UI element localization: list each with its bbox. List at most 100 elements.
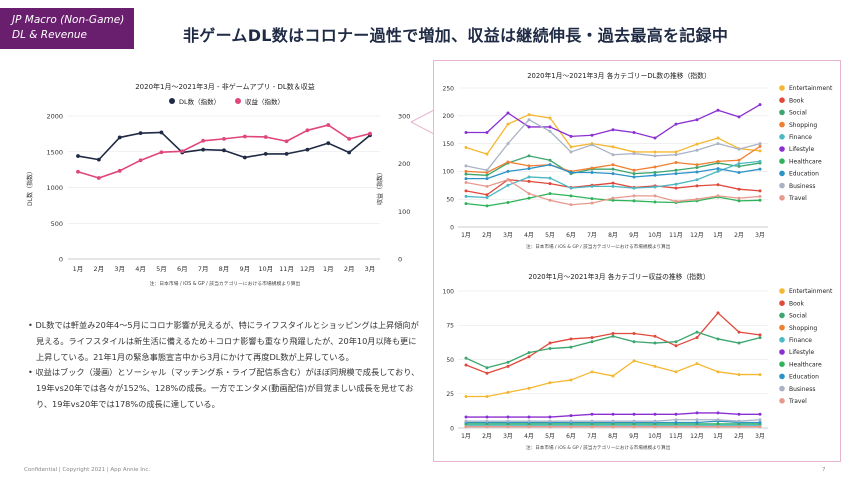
legend-marker-education <box>779 373 785 380</box>
data-point-social <box>674 168 678 172</box>
data-point-lifestyle <box>527 125 531 129</box>
data-point-education <box>695 170 699 174</box>
data-point <box>263 135 268 139</box>
y2-tick-label: 100 <box>398 208 410 216</box>
data-point-entertainment <box>611 374 615 378</box>
data-point-healthcare <box>611 198 615 202</box>
data-point-entertainment <box>569 145 573 149</box>
data-point-lifestyle <box>632 130 636 134</box>
data-point-shopping <box>506 160 510 164</box>
data-point-healthcare <box>590 197 594 201</box>
data-point-finance <box>527 175 531 179</box>
data-point-business <box>464 164 468 168</box>
chart-title: 2020年1月～2021年3月 各カテゴリー収益の推移（指数） <box>528 272 709 281</box>
data-point-lifestyle <box>527 415 531 419</box>
chart-title: 2020年1月～2021年3月 各カテゴリーDL数の推移（指数） <box>527 71 711 80</box>
data-point-education <box>737 171 741 175</box>
data-point-business <box>716 142 720 146</box>
data-point-education <box>695 421 699 425</box>
data-point-lifestyle <box>758 103 762 107</box>
data-point-social <box>527 351 531 355</box>
x-tick-label: 2月 <box>734 232 744 239</box>
data-point-entertainment <box>716 136 720 140</box>
data-point-lifestyle <box>548 415 552 419</box>
data-point-shopping <box>611 163 615 167</box>
data-point-book <box>506 364 510 368</box>
data-point-travel <box>485 184 489 188</box>
data-point-book <box>716 183 720 187</box>
footer: Confidential | Copyright 2021 | App Anni… <box>24 467 151 473</box>
data-point-entertainment <box>527 386 531 390</box>
data-point <box>242 134 247 139</box>
x-tick-label: 6月 <box>566 433 576 440</box>
legend-marker-shopping <box>779 121 785 128</box>
data-point-book <box>464 363 468 367</box>
data-point-social <box>674 340 678 344</box>
y-tick-label: 100 <box>443 288 455 295</box>
legend-marker-dl <box>169 98 175 104</box>
y-tick-label: 2000 <box>46 113 63 121</box>
category-revenue-chart: 2020年1月～2021年3月 各カテゴリー収益の推移（指数） 0 25 50 75 10… <box>443 272 833 451</box>
data-point-finance <box>632 186 636 190</box>
data-point-travel <box>695 197 699 201</box>
data-point-travel <box>674 199 678 203</box>
data-point-business <box>632 419 636 423</box>
data-point-shopping <box>758 144 762 148</box>
legend-label-healthcare: Healthcare <box>789 361 822 368</box>
data-point <box>263 151 268 156</box>
data-point-education <box>716 167 720 171</box>
x-tick-label: 3月 <box>503 433 513 440</box>
y2-tick-label: 200 <box>398 160 410 168</box>
chart-note: 注：日本市場 / iOS & GP / 該当カテゴリーにおける市場規模より算出 <box>526 444 671 451</box>
data-point-travel <box>527 192 531 196</box>
data-point-business <box>674 153 678 157</box>
data-point-social <box>695 166 699 170</box>
data-point-business <box>527 118 531 122</box>
data-point-business <box>758 142 762 146</box>
data-point <box>138 158 143 163</box>
data-point-travel <box>632 425 636 429</box>
x-tick-label: 2月 <box>344 265 355 273</box>
data-point-travel <box>548 425 552 429</box>
data-point-book <box>548 341 552 345</box>
legend-marker-business <box>779 385 785 392</box>
y-tick-label: 1000 <box>46 184 63 192</box>
data-point-lifestyle <box>485 415 489 419</box>
data-point-education <box>611 172 615 176</box>
legend-marker-healthcare <box>779 361 785 367</box>
data-point-book <box>590 336 594 340</box>
data-point-business <box>506 419 510 423</box>
legend-label-dl: DL数（指数） <box>179 97 220 106</box>
data-point-travel <box>758 194 762 198</box>
data-point-book <box>737 187 741 191</box>
data-point-finance <box>653 185 657 189</box>
data-point-healthcare <box>527 196 531 200</box>
data-point-lifestyle <box>611 128 615 132</box>
data-point-shopping <box>695 163 699 167</box>
data-point-social <box>464 172 468 176</box>
data-point-book <box>674 186 678 190</box>
legend-marker-book <box>779 97 785 103</box>
x-tick-label: 2月 <box>482 433 492 440</box>
chart-note: 注：日本市場 / iOS & GP / 該当カテゴリーにおける市場規模より算出 <box>526 243 671 250</box>
data-point <box>76 154 80 158</box>
callout-line-bottom <box>410 121 435 135</box>
data-point-entertainment <box>506 122 510 126</box>
callout-line-top <box>410 109 435 123</box>
data-point <box>326 123 331 127</box>
data-point-social <box>548 158 552 162</box>
data-point-book <box>695 336 699 340</box>
data-point-travel <box>590 425 594 429</box>
x-tick-label: 6月 <box>566 232 576 239</box>
data-point-business <box>569 150 573 154</box>
y-tick-label: 0 <box>59 256 63 264</box>
legend-marker-lifestyle <box>779 146 785 152</box>
x-tick-label: 9月 <box>629 433 639 440</box>
data-point-book <box>758 189 762 193</box>
data-point <box>284 139 289 144</box>
data-point-business <box>548 419 552 423</box>
data-point-business <box>758 418 762 422</box>
y2-axis-label: 収益（指数） <box>376 169 384 205</box>
x-tick-label: 1月 <box>713 433 723 440</box>
x-tick-label: 12月 <box>690 433 704 440</box>
